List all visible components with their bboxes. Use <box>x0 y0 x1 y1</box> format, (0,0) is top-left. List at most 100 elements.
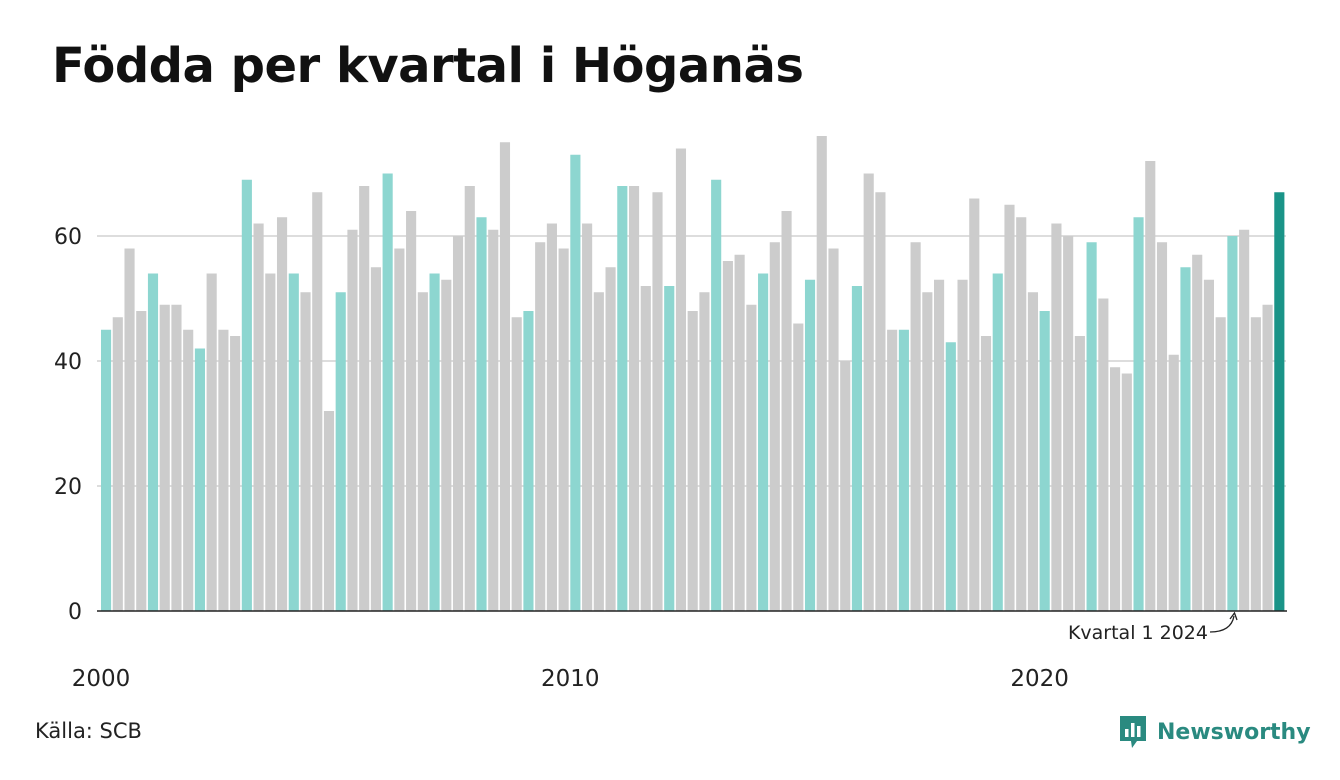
bar[interactable] <box>851 286 863 611</box>
bar[interactable] <box>1168 354 1179 611</box>
bar[interactable] <box>499 142 511 611</box>
bar[interactable] <box>417 292 428 611</box>
bar[interactable] <box>1016 217 1027 611</box>
bar[interactable] <box>300 292 311 611</box>
bar[interactable] <box>1063 236 1074 611</box>
bar[interactable] <box>828 248 839 612</box>
bar[interactable] <box>382 173 393 612</box>
bar[interactable] <box>758 273 769 612</box>
bar[interactable] <box>570 154 581 611</box>
bar[interactable] <box>1239 229 1250 611</box>
bar[interactable] <box>781 211 792 611</box>
bar[interactable] <box>429 273 440 612</box>
bar[interactable] <box>687 311 698 611</box>
bar[interactable] <box>1250 317 1261 611</box>
bar[interactable] <box>746 304 757 611</box>
bar[interactable] <box>335 292 346 611</box>
bar[interactable] <box>863 173 874 612</box>
bar[interactable] <box>675 148 687 612</box>
bar[interactable] <box>898 329 909 611</box>
bar[interactable] <box>840 361 851 611</box>
bar[interactable] <box>124 248 135 612</box>
bar[interactable] <box>664 286 675 611</box>
bar[interactable] <box>230 336 241 611</box>
bar[interactable] <box>112 317 123 611</box>
bar[interactable] <box>464 186 475 611</box>
bar[interactable] <box>323 411 335 611</box>
brand-logo[interactable]: Newsworthy <box>1118 714 1311 750</box>
bar[interactable] <box>793 323 804 612</box>
bar[interactable] <box>265 273 276 612</box>
bar[interactable] <box>1203 279 1214 611</box>
bar[interactable] <box>640 286 651 611</box>
bar[interactable] <box>1086 242 1097 611</box>
bar[interactable] <box>1227 236 1238 611</box>
bar[interactable] <box>394 248 405 612</box>
bar[interactable] <box>1180 267 1191 611</box>
bar[interactable] <box>1039 311 1050 611</box>
bar[interactable] <box>441 279 452 611</box>
bar[interactable] <box>711 179 722 611</box>
bar[interactable] <box>452 236 464 611</box>
bar[interactable] <box>558 248 569 612</box>
bar[interactable] <box>1121 373 1132 612</box>
bar[interactable] <box>816 136 827 611</box>
bar[interactable] <box>136 311 147 611</box>
bar[interactable] <box>476 217 487 611</box>
bar[interactable] <box>511 317 522 611</box>
bar[interactable] <box>159 304 170 611</box>
bar[interactable] <box>1051 223 1062 612</box>
bar[interactable] <box>922 292 933 611</box>
bar[interactable] <box>910 242 921 611</box>
bar[interactable] <box>992 273 1003 612</box>
bar[interactable] <box>241 179 252 611</box>
bar[interactable] <box>101 329 112 611</box>
bar[interactable] <box>1145 161 1156 611</box>
bar[interactable] <box>347 229 358 611</box>
bar[interactable] <box>1215 317 1226 611</box>
bar[interactable] <box>804 279 816 611</box>
bar[interactable] <box>206 273 217 612</box>
bar[interactable] <box>1133 217 1144 611</box>
bar[interactable] <box>1156 242 1168 611</box>
bar[interactable] <box>218 329 229 611</box>
bar[interactable] <box>934 279 945 611</box>
bar[interactable] <box>535 242 546 611</box>
bar[interactable] <box>769 242 780 611</box>
bar[interactable] <box>1074 336 1085 611</box>
bar[interactable] <box>276 217 288 611</box>
bar[interactable] <box>734 254 745 611</box>
bar[interactable] <box>194 348 205 612</box>
bar[interactable] <box>605 267 616 611</box>
bar[interactable] <box>147 273 159 612</box>
bar[interactable] <box>1098 298 1109 612</box>
bar[interactable] <box>1004 204 1015 611</box>
bar[interactable] <box>875 192 886 611</box>
bar[interactable] <box>628 186 640 611</box>
bar[interactable] <box>957 279 968 611</box>
bar[interactable] <box>546 223 557 612</box>
bar[interactable] <box>699 292 710 611</box>
bar[interactable] <box>1262 304 1273 611</box>
bar[interactable] <box>722 261 733 611</box>
bar[interactable] <box>652 192 663 611</box>
bar[interactable] <box>617 186 628 611</box>
bar[interactable] <box>288 273 299 612</box>
bar[interactable] <box>370 267 381 611</box>
bar[interactable] <box>183 329 194 611</box>
bar[interactable] <box>1110 367 1121 611</box>
bar[interactable] <box>312 192 323 611</box>
bar[interactable] <box>582 223 593 612</box>
bar[interactable] <box>359 186 370 611</box>
bar[interactable] <box>406 211 417 611</box>
bar[interactable] <box>1027 292 1039 611</box>
bar[interactable] <box>887 329 898 611</box>
bar[interactable] <box>488 229 499 611</box>
bar[interactable] <box>253 223 264 612</box>
bar[interactable] <box>171 304 182 611</box>
bar[interactable] <box>523 311 534 611</box>
bar[interactable] <box>1274 192 1285 611</box>
bar[interactable] <box>969 198 980 612</box>
bar[interactable] <box>980 336 992 611</box>
bar[interactable] <box>593 292 604 611</box>
